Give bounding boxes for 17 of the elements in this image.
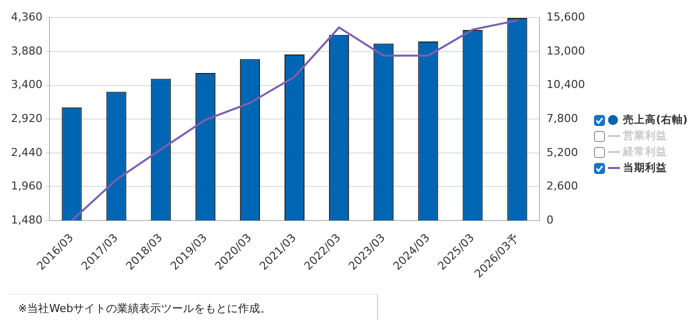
y-tick-label: 1,480 bbox=[10, 213, 42, 226]
y-tick-label: 2,920 bbox=[10, 112, 42, 125]
y-tick-label: 3,400 bbox=[10, 78, 42, 92]
y2-tick-label: 10,400 bbox=[546, 78, 586, 92]
text: ※当社Webサイトの業績表示ツールをもとに作成。 bbox=[8, 294, 378, 320]
y-tick-label: 3,880 bbox=[10, 44, 42, 58]
legend-label: 売上高(右軸) bbox=[623, 113, 688, 127]
y2-tick-label: 5,200 bbox=[546, 146, 578, 159]
y2-tick-label: 7,800 bbox=[546, 112, 578, 125]
y-tick-label: 2,440 bbox=[10, 146, 42, 159]
y2-tick-label: 13,000 bbox=[546, 44, 586, 58]
y-tick-label: 1,960 bbox=[10, 180, 42, 193]
y2-tick-label: 0 bbox=[546, 213, 554, 226]
y-tick-label: 4,360 bbox=[10, 10, 42, 24]
y2-tick-label: 15,600 bbox=[546, 10, 586, 24]
y2-tick-label: 2,600 bbox=[546, 180, 578, 193]
legend-label: 当期利益 bbox=[623, 161, 667, 175]
